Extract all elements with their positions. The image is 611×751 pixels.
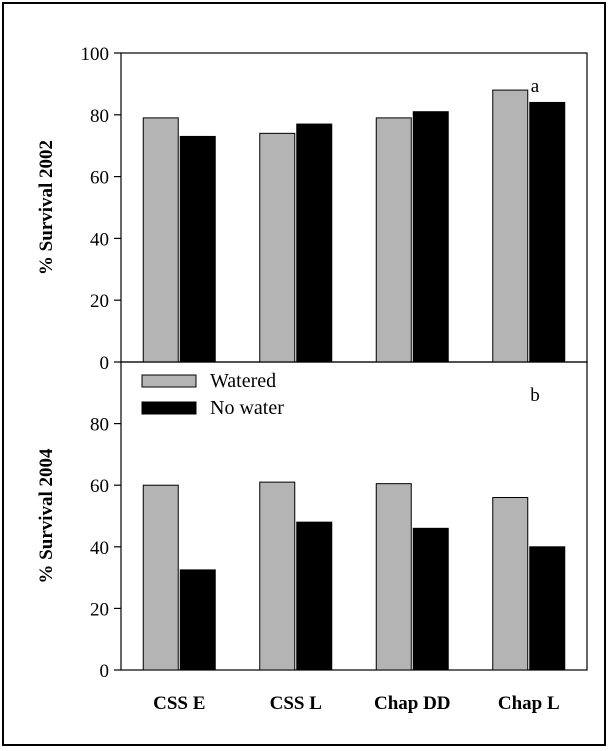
y-tick-label-a-80: 80 bbox=[90, 106, 109, 127]
y-tick-label-b-20: 20 bbox=[90, 599, 109, 620]
legend-label-1: No water bbox=[210, 397, 284, 419]
bar-a-no-water-2 bbox=[412, 111, 449, 363]
y-tick-label-b-60: 60 bbox=[90, 476, 109, 497]
bar-b-no-water-3 bbox=[529, 546, 566, 671]
bar-b-no-water-1 bbox=[296, 521, 333, 671]
bar-a-no-water-1 bbox=[296, 123, 333, 363]
y-tick-label-b-0: 0 bbox=[100, 661, 110, 682]
y-tick-label-b-40: 40 bbox=[90, 538, 109, 559]
legend-swatch-1 bbox=[141, 401, 197, 415]
y-tick-label-a-0: 0 bbox=[100, 353, 110, 374]
bar-b-watered-2 bbox=[375, 483, 412, 671]
y-tick-label-a-20: 20 bbox=[90, 291, 109, 312]
y-tick-label-a-60: 60 bbox=[90, 168, 109, 189]
bar-a-watered-2 bbox=[375, 117, 412, 363]
legend-swatch-0 bbox=[141, 374, 197, 388]
bar-a-watered-0 bbox=[142, 117, 179, 363]
bar-b-watered-1 bbox=[259, 481, 296, 671]
panel-label-a: a bbox=[531, 76, 540, 97]
category-label-3: Chap L bbox=[498, 693, 560, 714]
y-tick-label-a-100: 100 bbox=[81, 44, 110, 65]
y-tick-label-b-80: 80 bbox=[90, 415, 109, 436]
bar-a-no-water-3 bbox=[529, 101, 566, 363]
y-axis-title-a: % Survival 2002 bbox=[36, 140, 57, 275]
bar-b-watered-0 bbox=[142, 484, 179, 671]
category-label-0: CSS E bbox=[153, 693, 205, 714]
bar-b-no-water-2 bbox=[412, 527, 449, 671]
bar-b-no-water-0 bbox=[179, 569, 216, 671]
legend-label-0: Watered bbox=[210, 370, 276, 392]
bar-a-watered-1 bbox=[259, 132, 296, 363]
bar-a-no-water-0 bbox=[179, 135, 216, 363]
y-tick-label-a-40: 40 bbox=[90, 229, 109, 250]
category-label-2: Chap DD bbox=[374, 693, 451, 714]
y-axis-title-b: % Survival 2004 bbox=[36, 448, 57, 584]
bar-b-watered-3 bbox=[492, 497, 529, 671]
bar-a-watered-3 bbox=[492, 89, 529, 363]
plot-frame-b bbox=[120, 361, 588, 671]
category-label-1: CSS L bbox=[270, 693, 322, 714]
panel-label-b: b bbox=[530, 385, 540, 406]
